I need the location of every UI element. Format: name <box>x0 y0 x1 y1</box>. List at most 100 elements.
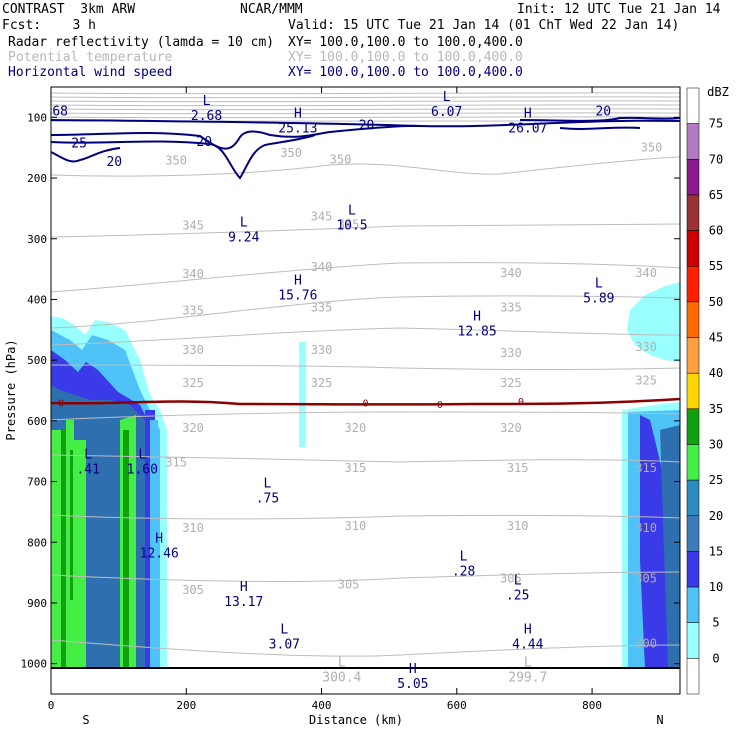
extremum-letter: L <box>240 216 248 231</box>
refl-green-5 <box>74 440 86 668</box>
colorbar: 0 5 10 15 20 25 30 35 40 45 50 55 60 65 70 75 <box>686 87 723 695</box>
extremum-value: 13.17 <box>224 595 263 610</box>
theta-label: 300 <box>635 636 657 650</box>
theta-label: 305 <box>500 571 522 585</box>
extremum-value: .25 <box>506 589 529 604</box>
theta-label: 345 <box>338 217 360 231</box>
colorbar-swatch <box>686 408 700 445</box>
colorbar-level: 40 <box>709 366 723 380</box>
x-tick-label: 800 <box>582 699 602 712</box>
theta-label: 310 <box>635 521 657 535</box>
extremum-letter: L <box>514 574 522 589</box>
colorbar-level: 35 <box>709 402 723 416</box>
theta-label: 340 <box>311 260 333 274</box>
colorbar-swatch <box>686 337 700 374</box>
extremum-value: 12.85 <box>458 325 497 340</box>
extremum-value: 300.4 <box>322 671 361 686</box>
extremum-value: 2.68 <box>191 109 222 124</box>
wind-label: 20 <box>196 135 212 150</box>
theta-label: 310 <box>182 521 204 535</box>
wind-label: 25 <box>71 137 87 152</box>
freezing-label: 0 <box>518 397 524 408</box>
refl-right-outer <box>627 282 680 362</box>
extremum-value: 25.13 <box>278 121 317 136</box>
field-reflectivity-xy: XY= 100.0,100.0 to 100.0,400.0 <box>288 35 523 50</box>
extremum-letter: H <box>409 662 417 677</box>
extremum-letter: L <box>348 203 356 218</box>
field-wind-xy: XY= 100.0,100.0 to 100.0,400.0 <box>288 65 523 80</box>
north-endpoint: N <box>656 713 663 727</box>
y-tick-label: 400 <box>27 293 47 306</box>
valid-time: Valid: 15 UTC Tue 21 Jan 14 (01 ChT Wed … <box>288 18 680 33</box>
theta-label: 325 <box>500 376 522 390</box>
extremum-value: 1.60 <box>127 462 158 477</box>
freezing-label: 0 <box>58 399 64 410</box>
wind-contours <box>51 116 680 180</box>
y-tick-label: 600 <box>27 415 47 428</box>
y-tick-label: 900 <box>27 597 47 610</box>
colorbar-level: 45 <box>709 331 723 345</box>
y-tick-label: 500 <box>27 354 47 367</box>
theta-label: 350 <box>280 146 302 160</box>
theta-label: 350 <box>641 140 663 154</box>
refl-green-2 <box>62 430 66 668</box>
extremum-letter: L <box>338 656 346 671</box>
extremum-letter: H <box>524 622 532 637</box>
theta-label: 310 <box>345 519 367 533</box>
freezing-labels: 0 0 0 0 <box>58 397 524 411</box>
theta-label: 350 <box>165 154 187 168</box>
theta-label: 335 <box>311 301 333 315</box>
extremum-value: 15.76 <box>278 288 317 303</box>
colorbar-swatch <box>686 265 700 303</box>
theta-label: 320 <box>345 421 367 435</box>
extremum-letter: L <box>460 549 468 564</box>
theta-label: 305 <box>635 571 657 585</box>
colorbar-swatch <box>686 658 700 695</box>
theta-label: 325 <box>311 376 333 390</box>
extremum-letter: L <box>280 622 288 637</box>
extremum-letter: H <box>155 531 163 546</box>
extremum-value: .28 <box>452 564 475 579</box>
theta-label: 335 <box>500 301 522 315</box>
extremum-letter: L <box>84 447 92 462</box>
forecast-hour: Fcst: 3 h <box>2 18 96 33</box>
extremum-value: 4.44 <box>512 637 543 652</box>
theta-label: 305 <box>338 577 360 591</box>
theta-label: 345 <box>311 210 333 224</box>
extremum-value: 6.07 <box>431 105 462 120</box>
colorbar-level: 20 <box>709 509 723 523</box>
colorbar-swatch <box>686 159 700 196</box>
extremum-letter: L <box>595 276 603 291</box>
refl-green-7 <box>123 430 129 668</box>
extremum-letter: L <box>264 477 272 492</box>
y-tick-label: 100 <box>27 111 47 124</box>
theta-label: 340 <box>635 266 657 280</box>
extremum-value: .75 <box>256 492 279 507</box>
theta-label: 335 <box>182 304 204 318</box>
colorbar-level: 0 <box>712 651 719 665</box>
wind-label: 68 <box>52 105 68 120</box>
theta-label: 320 <box>500 421 522 435</box>
colorbar-swatch <box>686 586 700 623</box>
colorbar-level: 70 <box>709 152 723 166</box>
extremum-value: 10.5 <box>336 218 367 233</box>
extremum-letter: H <box>294 106 302 121</box>
refl-green-1 <box>51 430 61 668</box>
refl-blue-strip2 <box>150 420 158 668</box>
field-reflectivity-name: Radar reflectivity (lamda = 10 cm) <box>8 35 275 50</box>
extremum-value: 5.89 <box>583 291 614 306</box>
y-tick-label: 800 <box>27 536 47 549</box>
org-label: NCAR/MMM <box>240 2 303 17</box>
field-theta-xy: XY= 100.0,100.0 to 100.0,400.0 <box>288 50 523 65</box>
colorbar-level: 50 <box>709 295 723 309</box>
y-tick-label: 200 <box>27 172 47 185</box>
colorbar-level: 75 <box>709 117 723 131</box>
extremum-letter: H <box>240 580 248 595</box>
wind-labels: 68 25 20 20 20 20 <box>52 105 611 170</box>
colorbar-level: 65 <box>709 188 723 202</box>
field-theta-name: Potential temperature <box>8 50 173 65</box>
y-axis-label: Pressure (hPa) <box>4 339 18 440</box>
refl-column <box>299 342 306 447</box>
